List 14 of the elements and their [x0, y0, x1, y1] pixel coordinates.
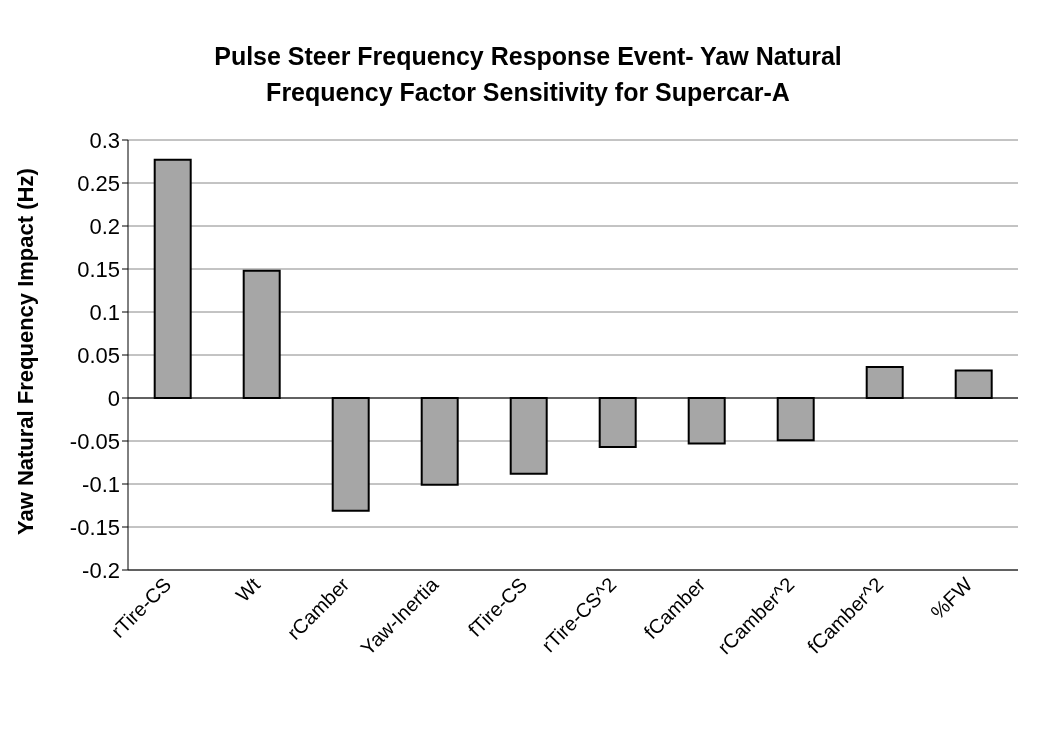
- y-tick-label: 0.2: [89, 213, 120, 239]
- y-tick-label: 0.15: [77, 256, 120, 282]
- y-tick-label: 0.05: [77, 342, 120, 368]
- y-tick-label: 0.3: [89, 127, 120, 153]
- y-axis-title: Yaw Natural Frequency Impact (Hz): [12, 168, 38, 535]
- y-tick-label: 0: [107, 385, 120, 411]
- y-tick-label: -0.05: [69, 428, 120, 454]
- chart-title: Pulse Steer Frequency Response Event- Yaw Natural Frequency Factor Sensitivity for Supercar-A: [214, 42, 842, 106]
- x-tick-label: Wt: [231, 572, 265, 607]
- y-tick-label: 0.1: [89, 299, 120, 325]
- y-tick-label: 0.25: [77, 170, 120, 196]
- y-tick-label: -0.15: [69, 514, 120, 540]
- y-tick-label: -0.1: [82, 471, 120, 497]
- y-tick-label: -0.2: [82, 557, 120, 583]
